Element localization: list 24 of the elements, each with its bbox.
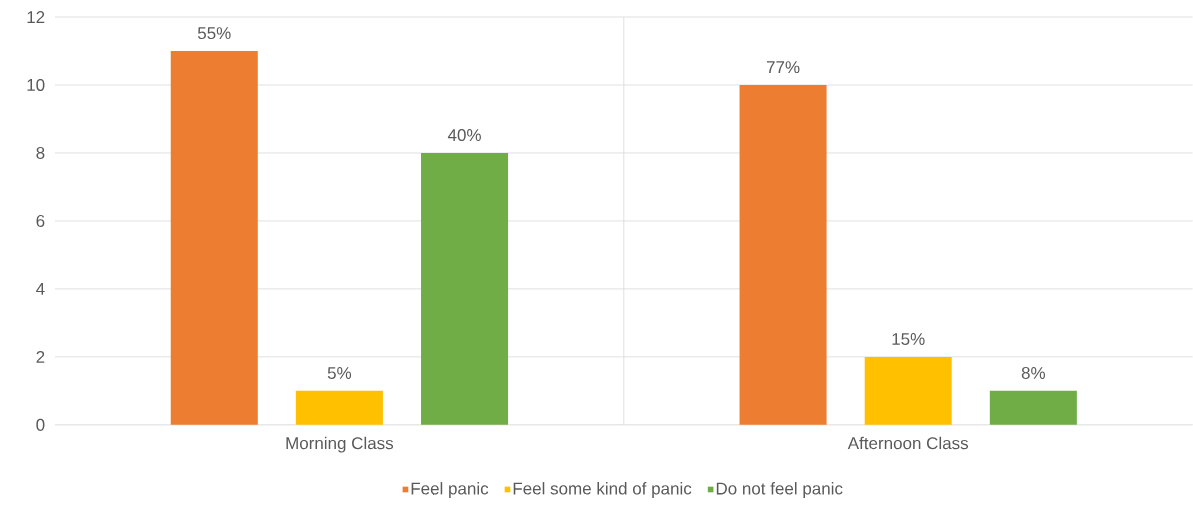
y-tick-label: 6 [36, 214, 45, 228]
y-tick-label: 0 [36, 418, 45, 431]
annotation: 15% [892, 333, 925, 346]
annotation: 77% [766, 61, 800, 74]
y-tick-label: 2 [36, 351, 45, 363]
x-tick-label: Morning Class [286, 436, 394, 453]
annotation: 5% [327, 367, 352, 380]
bar [739, 85, 827, 425]
bar [170, 51, 258, 425]
y-tick-label: 10 [27, 79, 45, 92]
y-tick-label: 4 [36, 283, 45, 295]
x-tick-label: Afternoon Class [847, 436, 969, 450]
legend-label: Feel some kind of panic [513, 482, 692, 498]
bar [989, 390, 1077, 425]
y-tick-label: 12 [27, 11, 45, 23]
annotation: 40% [447, 129, 481, 142]
bar [421, 153, 509, 425]
annotation: 55% [197, 27, 231, 40]
legend-label: Do not feel panic [716, 482, 843, 498]
y-tick-label: 8 [36, 147, 45, 160]
legend-label: Feel panic [411, 482, 489, 498]
bar [295, 390, 383, 425]
bar [864, 356, 952, 425]
annotation: 8% [1021, 367, 1046, 380]
